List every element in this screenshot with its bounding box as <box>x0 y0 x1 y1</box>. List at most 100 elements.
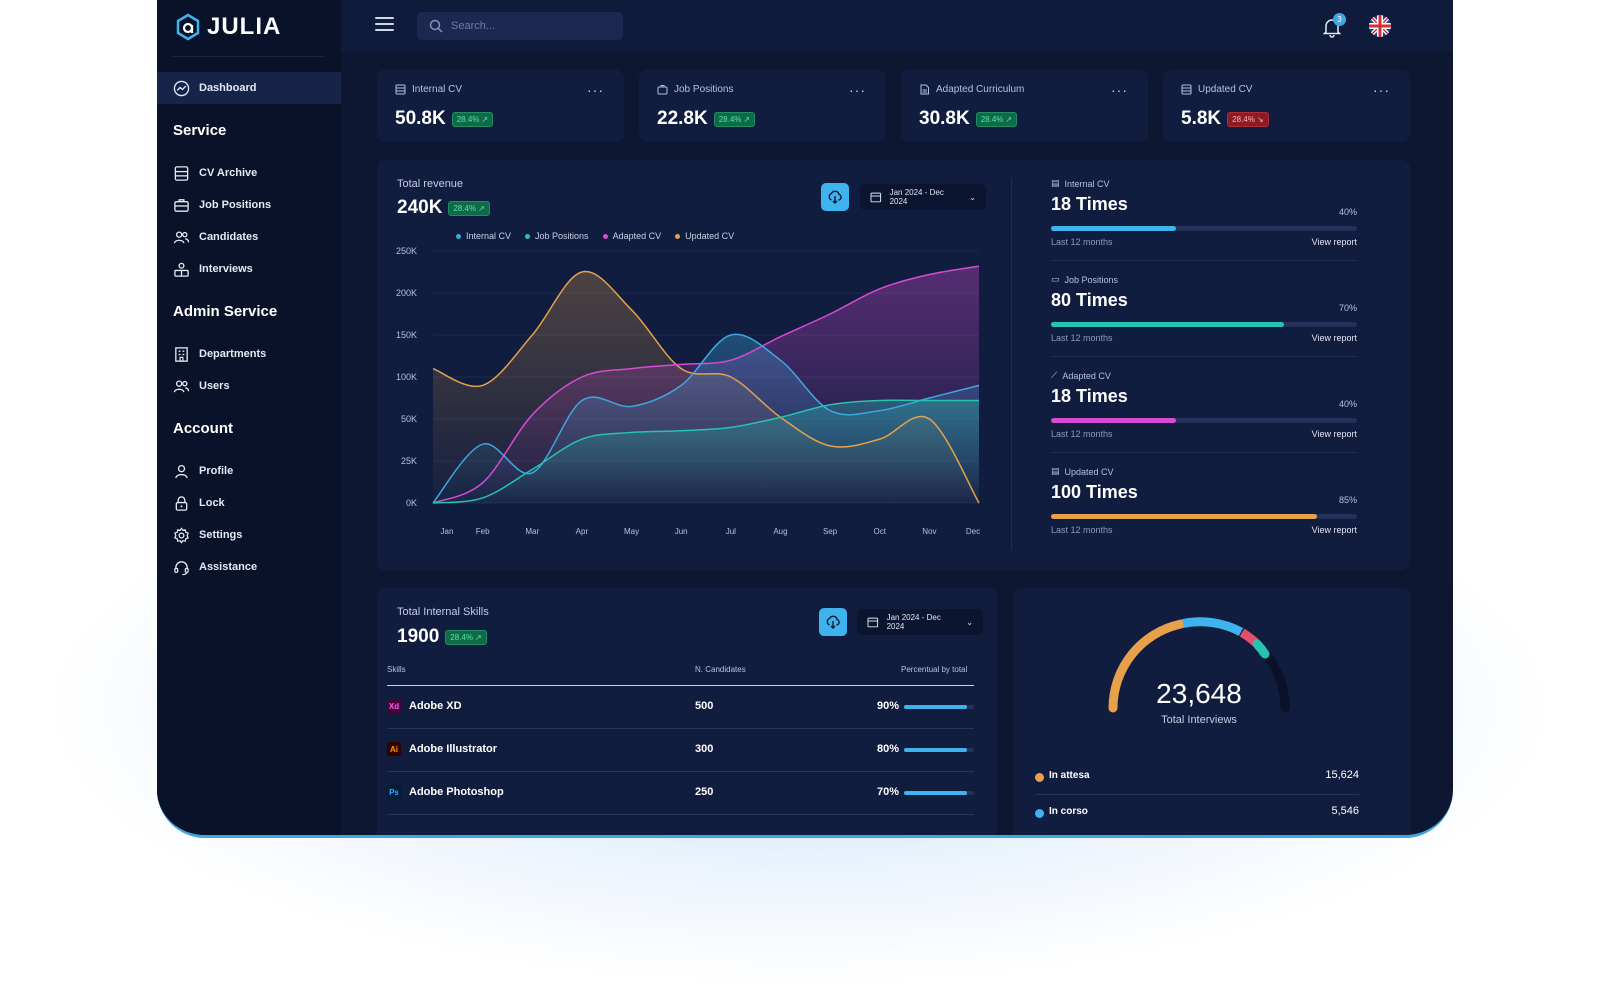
archive-icon: ▤ <box>1051 466 1060 476</box>
notification-badge: 3 <box>1333 13 1346 26</box>
sidebar-item-cv-archive[interactable]: CV Archive <box>157 157 341 189</box>
table-row[interactable]: Xd Adobe XD 500 90% <box>387 686 974 729</box>
sidebar-item-users[interactable]: Users <box>157 370 341 402</box>
archive-icon <box>395 84 406 95</box>
stat-label: Internal CV <box>412 84 463 95</box>
sidebar: JULIA Dashboard Service CV Archive Job P… <box>157 0 341 835</box>
sidebar-item-candidates[interactable]: Candidates <box>157 221 341 253</box>
column-header-skills[interactable]: Skills <box>387 665 406 674</box>
sidebar-item-settings[interactable]: Settings <box>157 519 341 551</box>
progress-label: Job Positions <box>1064 274 1119 285</box>
document-icon <box>920 84 929 95</box>
trend-badge: 28.4% ↘ <box>1227 111 1269 127</box>
arrow-up-icon: ↗ <box>474 632 482 642</box>
revenue-value: 240K <box>397 197 443 218</box>
more-options-icon[interactable]: ··· <box>1373 82 1390 98</box>
status-row[interactable]: In corso 5,546 <box>1035 802 1359 828</box>
table-row[interactable]: Ai Adobe Illustrator 300 80% <box>387 729 974 772</box>
sidebar-item-job-positions[interactable]: Job Positions <box>157 189 341 221</box>
sidebar-item-departments[interactable]: Departments <box>157 338 341 370</box>
status-name: In corso <box>1049 806 1088 817</box>
date-range-select[interactable]: Jan 2024 - Dec 2024 ⌄ <box>860 184 986 210</box>
sidebar-item-lock[interactable]: Lock <box>157 487 341 519</box>
trend-badge: 28.4% ↗ <box>445 629 487 645</box>
dashboard-icon <box>173 80 190 96</box>
view-report-link[interactable]: View report <box>1311 525 1357 535</box>
sidebar-item-assistance[interactable]: Assistance <box>157 551 341 583</box>
skill-bar-fill <box>904 748 967 752</box>
sidebar-item-profile[interactable]: Profile <box>157 455 341 487</box>
progress-percent: 70% <box>1338 303 1357 313</box>
column-header-candidates[interactable]: N. Candidates <box>695 665 746 674</box>
candidate-count: 500 <box>695 700 714 712</box>
progress-period: Last 12 months <box>1051 237 1113 247</box>
uk-flag-icon[interactable] <box>1369 15 1391 37</box>
archive-icon <box>1181 84 1192 95</box>
more-options-icon[interactable]: ··· <box>587 82 604 98</box>
y-tick-label: 0K <box>406 498 417 508</box>
more-options-icon[interactable]: ··· <box>849 82 866 98</box>
sidebar-item-dashboard[interactable]: Dashboard <box>157 72 341 104</box>
stat-value: 5.8K <box>1181 108 1222 129</box>
download-button[interactable] <box>819 608 847 636</box>
series-line-job-positions <box>432 399 979 504</box>
search-bar[interactable] <box>417 12 623 40</box>
revenue-title: Total revenue <box>397 178 464 190</box>
y-tick-label: 50K <box>401 414 417 424</box>
departments-icon <box>175 346 188 362</box>
progress-label: Internal CV <box>1064 178 1110 189</box>
stat-label: Job Positions <box>674 84 734 95</box>
progress-label: Adapted CV <box>1062 370 1111 381</box>
stat-card-adapted-curriculum: Adapted Curriculum 30.8K 28.4% ↗ ··· <box>901 70 1148 142</box>
date-range-select[interactable]: Jan 2024 - Dec 2024 ⌄ <box>857 609 983 635</box>
dashboard-window: JULIA Dashboard Service CV Archive Job P… <box>157 0 1453 838</box>
progress-fill <box>1051 226 1177 231</box>
headset-icon <box>174 560 189 575</box>
sidebar-item-label: CV Archive <box>199 167 258 179</box>
series-area-job-positions <box>433 400 979 503</box>
adobe-illustrator-icon: Ai <box>387 742 401 756</box>
status-name: In attesa <box>1049 770 1090 781</box>
briefcase-icon <box>657 85 668 95</box>
app-logo[interactable]: JULIA <box>175 10 281 44</box>
status-row[interactable]: In attesa 15,624 <box>1035 766 1359 792</box>
chevron-down-icon: ⌄ <box>969 192 976 202</box>
sidebar-divider <box>173 56 325 57</box>
users-icon <box>173 379 190 392</box>
progress-track <box>1051 226 1357 231</box>
progress-value: 18 Times <box>1051 386 1128 406</box>
sidebar-item-label: Lock <box>199 497 225 509</box>
legend-item[interactable]: Adapted CV <box>602 231 661 241</box>
notifications-button[interactable]: 3 <box>1321 13 1346 38</box>
view-report-link[interactable]: View report <box>1311 333 1357 343</box>
search-icon <box>429 19 443 33</box>
table-row[interactable]: Ps Adobe Photoshop 250 70% <box>387 772 974 815</box>
y-tick-label: 100K <box>396 372 417 382</box>
stat-value: 22.8K <box>657 108 708 129</box>
progress-period: Last 12 months <box>1051 525 1113 535</box>
progress-percent: 40% <box>1338 399 1357 409</box>
download-button[interactable] <box>821 183 849 211</box>
legend-item[interactable]: Internal CV <box>456 231 511 241</box>
arrow-down-icon: ↘ <box>1256 114 1264 124</box>
briefcase-icon <box>174 198 189 212</box>
view-report-link[interactable]: View report <box>1311 429 1357 439</box>
progress-value: 100 Times <box>1051 482 1138 502</box>
menu-toggle-icon[interactable] <box>375 17 394 33</box>
total-interviews-label: Total Interviews <box>1161 714 1237 726</box>
stat-label: Adapted Curriculum <box>936 84 1025 95</box>
column-header-percent[interactable]: Percentual by total <box>901 665 968 674</box>
skills-title: Total Internal Skills <box>397 606 489 618</box>
legend-item[interactable]: Job Positions <box>525 231 589 241</box>
trend-badge: 28.4% ↗ <box>713 111 756 127</box>
arrow-up-icon: ↗ <box>481 114 489 124</box>
stat-value: 30.8K <box>919 108 970 129</box>
users-icon <box>173 230 190 243</box>
sidebar-item-interviews[interactable]: Interviews <box>157 253 341 285</box>
progress-fill <box>1051 322 1284 327</box>
view-report-link[interactable]: View report <box>1311 237 1357 247</box>
more-options-icon[interactable]: ··· <box>1111 82 1128 98</box>
legend-item[interactable]: Updated CV <box>675 231 734 241</box>
adobe-xd-icon: Xd <box>387 699 401 713</box>
search-input[interactable] <box>451 20 601 32</box>
